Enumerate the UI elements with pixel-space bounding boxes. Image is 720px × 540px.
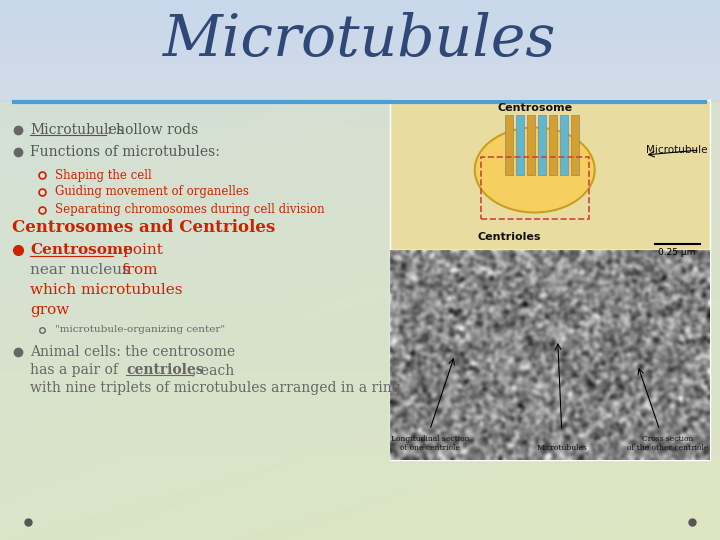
Text: : hollow rods: : hollow rods bbox=[107, 123, 198, 137]
Text: "microtubule-organizing center": "microtubule-organizing center" bbox=[55, 326, 225, 334]
Text: Animal cells: the centrosome: Animal cells: the centrosome bbox=[30, 345, 235, 359]
Text: Guiding movement of organelles: Guiding movement of organelles bbox=[55, 186, 249, 199]
Text: Functions of microtubules:: Functions of microtubules: bbox=[30, 145, 220, 159]
Bar bbox=[538, 115, 546, 175]
Text: : point: : point bbox=[113, 243, 163, 257]
Text: Cross section
of the other centriole: Cross section of the other centriole bbox=[627, 435, 708, 452]
Text: grow: grow bbox=[30, 303, 69, 317]
Text: Centrosome: Centrosome bbox=[30, 243, 133, 257]
Text: Microtubule: Microtubule bbox=[646, 145, 708, 155]
Text: Centrosomes and Centrioles: Centrosomes and Centrioles bbox=[12, 219, 275, 237]
Text: centrioles: centrioles bbox=[126, 363, 204, 377]
Bar bbox=[516, 115, 523, 175]
Text: with nine triplets of microtubules arranged in a ring: with nine triplets of microtubules arran… bbox=[30, 381, 401, 395]
Bar bbox=[0, 102, 719, 540]
Text: which microtubules: which microtubules bbox=[30, 283, 182, 297]
Bar bbox=[505, 115, 513, 175]
Text: Microtubules: Microtubules bbox=[536, 444, 587, 452]
Text: Microtubules: Microtubules bbox=[163, 12, 557, 68]
Text: Microtubules: Microtubules bbox=[30, 123, 124, 137]
Text: from: from bbox=[122, 263, 158, 277]
Text: 0.25 μm: 0.25 μm bbox=[658, 248, 696, 257]
Bar bbox=[571, 115, 579, 175]
Text: Shaping the cell: Shaping the cell bbox=[55, 168, 152, 181]
Text: has a pair of: has a pair of bbox=[30, 363, 122, 377]
Text: Separating chromosomes during cell division: Separating chromosomes during cell divis… bbox=[55, 204, 325, 217]
Bar bbox=[390, 250, 710, 460]
Ellipse shape bbox=[474, 127, 595, 213]
Text: , each: , each bbox=[192, 363, 234, 377]
Text: near nucleus: near nucleus bbox=[30, 263, 135, 277]
Bar bbox=[527, 115, 535, 175]
Text: Longitudinal section
of one centriole: Longitudinal section of one centriole bbox=[390, 435, 469, 452]
Bar bbox=[390, 100, 710, 250]
Bar bbox=[559, 115, 567, 175]
Text: Centrosome: Centrosome bbox=[497, 103, 572, 113]
Text: Centrioles: Centrioles bbox=[478, 232, 541, 242]
Bar bbox=[549, 115, 557, 175]
